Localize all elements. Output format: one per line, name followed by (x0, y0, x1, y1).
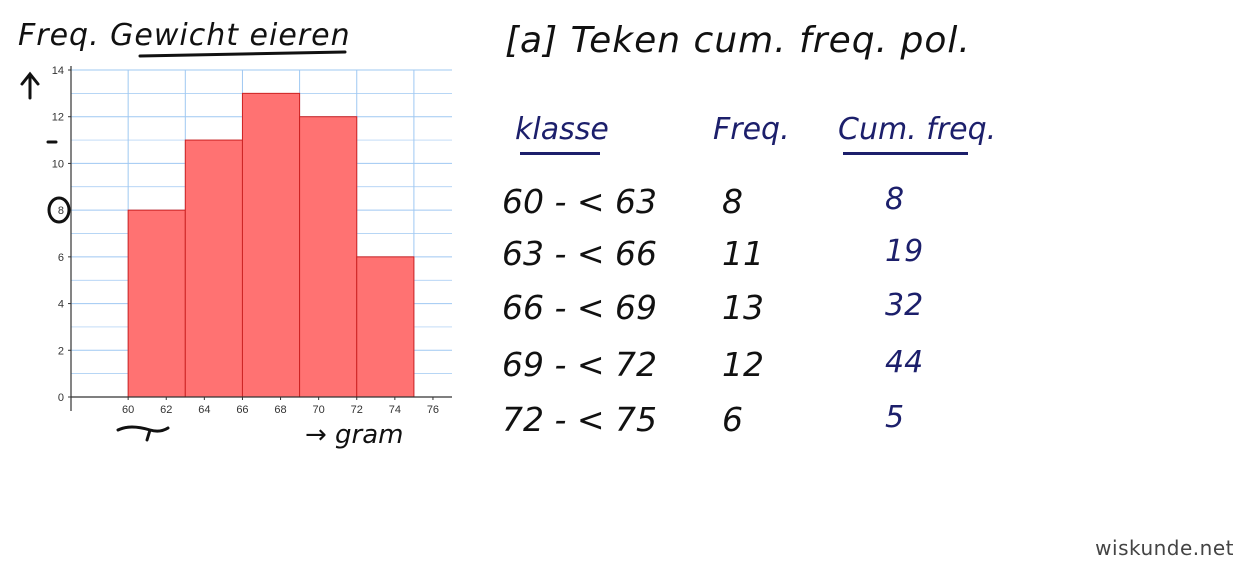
freq-cell: 8 (722, 182, 743, 221)
klasse-cell: 69 - < 72 (502, 345, 658, 384)
squiggle-mark (116, 425, 170, 442)
y-tick-label: 10 (52, 158, 64, 170)
chart-axes (68, 66, 452, 411)
y-tick-label: 12 (52, 112, 64, 124)
right-title: [a] Teken cum. freq. pol. (505, 20, 971, 61)
watermark: wiskunde.net (1095, 536, 1234, 560)
x-tick-label: 64 (198, 404, 210, 416)
cum-freq-cell: 32 (885, 288, 924, 323)
x-tick-label: 62 (160, 404, 172, 416)
y-tick-label: 4 (58, 299, 64, 311)
cum-freq-cell: 44 (885, 345, 924, 380)
klasse-cell: 66 - < 69 (502, 288, 658, 327)
x-tick-label: 72 (351, 404, 363, 416)
y-tick-label: 6 (58, 252, 64, 264)
histogram-bars (127, 92, 415, 398)
y-tick-label: 8 (58, 205, 64, 217)
cum-freq-cell: 5 (885, 400, 905, 435)
cum-freq-cell: 8 (885, 182, 905, 217)
x-tick-label: 60 (122, 404, 134, 416)
klasse-cell: 63 - < 66 (502, 234, 658, 273)
freq-cell: 12 (722, 345, 764, 384)
header-cum-underline (843, 152, 968, 155)
header-freq: Freq. (713, 112, 790, 147)
header-klasse-underline (520, 152, 600, 155)
histogram-bar (127, 209, 186, 398)
histogram-bar (356, 256, 415, 398)
freq-cell: 11 (722, 234, 764, 273)
x-tick-label: 68 (274, 404, 286, 416)
x-unit-label: → gram (305, 420, 404, 450)
histogram-bar (184, 139, 243, 398)
x-tick-label: 70 (313, 404, 325, 416)
up-arrow-mark (20, 71, 40, 100)
x-tick-label: 76 (427, 404, 439, 416)
header-klasse: klasse (515, 112, 609, 147)
freq-cell: 13 (722, 288, 764, 327)
freq-cell: 6 (722, 400, 743, 439)
title-underline (138, 50, 347, 58)
left-title: Freq. Gewicht eieren (18, 18, 351, 53)
klasse-cell: 60 - < 63 (502, 182, 658, 221)
klasse-cell: 72 - < 75 (502, 400, 658, 439)
histogram-bar (241, 92, 301, 398)
x-tick-label: 66 (236, 404, 248, 416)
y-tick-label: 14 (52, 65, 64, 77)
x-tick-label: 74 (389, 404, 401, 416)
circle-mark (47, 196, 71, 224)
histogram-bar (299, 116, 358, 398)
y-tick-label: 2 (58, 345, 64, 357)
header-cum-freq: Cum. freq. (838, 112, 997, 147)
cum-freq-cell: 19 (885, 234, 924, 269)
y-tick-label: 0 (58, 392, 64, 404)
